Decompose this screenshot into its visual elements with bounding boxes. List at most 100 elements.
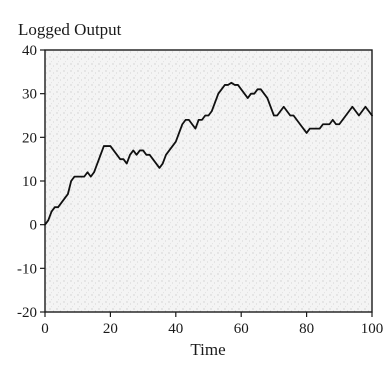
data-point [276, 114, 278, 117]
data-point [135, 154, 138, 156]
data-point [181, 123, 183, 125]
data-point [348, 110, 350, 112]
data-point [207, 114, 210, 117]
data-point [220, 88, 223, 90]
data-point [145, 154, 147, 156]
data-point [106, 145, 108, 147]
data-point [237, 84, 239, 86]
data-point [283, 106, 285, 108]
data-point [67, 193, 69, 195]
data-point [358, 114, 360, 117]
x-tick-label-4: 80 [299, 321, 314, 337]
data-point [122, 158, 125, 160]
data-point [355, 110, 357, 112]
y-tick-label-1: 30 [22, 87, 37, 103]
data-point [299, 123, 301, 125]
data-point [335, 123, 337, 125]
data-point [204, 114, 206, 117]
data-point [371, 114, 373, 117]
data-point [109, 145, 111, 147]
data-point [93, 171, 95, 173]
data-point [253, 93, 255, 95]
data-point [113, 149, 115, 152]
data-point [44, 224, 46, 226]
data-point [54, 206, 56, 208]
data-point [198, 119, 200, 121]
data-point [77, 176, 79, 178]
data-point [211, 110, 213, 112]
data-point [279, 110, 282, 112]
data-point [256, 88, 259, 90]
data-point [322, 123, 324, 125]
data-point [341, 119, 344, 121]
data-point [191, 123, 193, 125]
data-point [155, 162, 157, 165]
data-point [234, 84, 236, 86]
data-point [168, 149, 170, 152]
data-point [185, 119, 187, 121]
data-point [194, 128, 197, 130]
x-tick-label-1: 20 [103, 321, 118, 337]
y-tick-label-3: 10 [22, 174, 37, 190]
data-point [165, 154, 167, 156]
data-point [158, 167, 161, 169]
data-point [319, 128, 321, 130]
x-tick-label-3: 60 [234, 321, 249, 337]
data-point [312, 128, 314, 130]
data-point [292, 114, 295, 117]
data-point [73, 176, 76, 178]
data-point [230, 82, 232, 84]
data-point [289, 114, 291, 117]
data-point [338, 123, 340, 125]
data-point [263, 93, 265, 95]
y-axis-ticks [40, 49, 45, 313]
y-tick-label-2: 20 [22, 130, 37, 146]
data-point [302, 128, 304, 130]
data-point [270, 106, 272, 108]
data-point [96, 162, 98, 165]
data-point [126, 162, 128, 165]
data-point [315, 128, 318, 130]
y-tick-label-4: 0 [30, 218, 38, 234]
data-point [171, 145, 174, 147]
data-point [351, 106, 353, 108]
x-tick-label-2: 40 [168, 321, 183, 337]
x-tick-label-5: 100 [361, 321, 384, 337]
y-tick-label-5: -10 [17, 261, 37, 277]
data-point [243, 93, 246, 95]
data-point [57, 206, 59, 208]
data-point [240, 88, 242, 90]
data-point [103, 145, 105, 147]
data-point [325, 123, 327, 125]
data-point [175, 141, 177, 143]
data-point [152, 158, 154, 160]
data-point [217, 93, 219, 95]
data-point [247, 97, 249, 99]
x-tick-label-0: 0 [41, 321, 49, 337]
data-point [260, 88, 262, 90]
data-point [227, 84, 229, 86]
data-point [332, 119, 334, 121]
data-point [99, 154, 102, 156]
data-point [162, 162, 164, 165]
data-point [50, 210, 53, 213]
x-axis-tick-labels: 0 20 40 60 80 100 [41, 321, 383, 337]
y-axis-tick-labels: 40 30 20 10 0 -10 -20 [17, 43, 37, 321]
data-point [70, 180, 72, 182]
data-point [119, 158, 121, 160]
data-point [224, 84, 226, 86]
data-point [86, 171, 89, 173]
data-point [364, 106, 367, 108]
data-point [149, 154, 151, 156]
data-point [309, 128, 311, 130]
data-point [129, 154, 131, 156]
data-point [83, 176, 85, 178]
data-point [139, 149, 141, 152]
y-tick-label-6: -20 [17, 305, 37, 321]
data-point [116, 154, 118, 156]
data-point [201, 119, 203, 121]
data-point [345, 114, 347, 117]
data-point [132, 149, 134, 152]
